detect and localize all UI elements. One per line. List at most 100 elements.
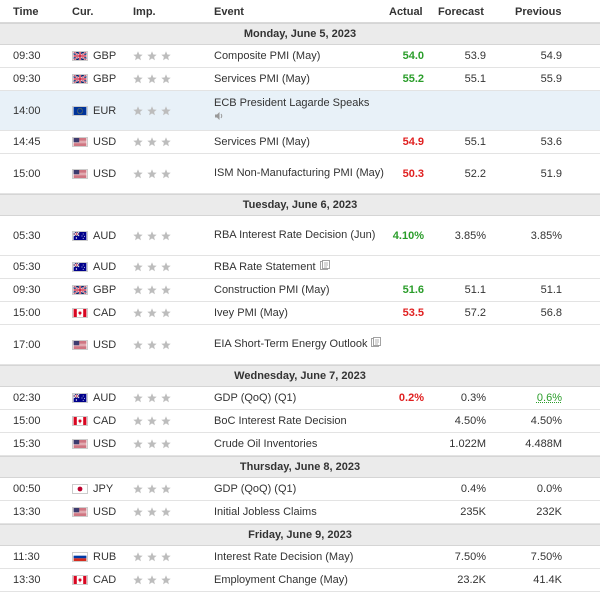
event-name[interactable]: Initial Jobless Claims [214, 501, 384, 523]
event-row[interactable]: 00:50 JPY GDP (QoQ) (Q1) 0.4% 0.0% [0, 478, 600, 501]
event-row[interactable]: 13:30 USD Initial Jobless Claims 235K 232K [0, 501, 600, 524]
document-icon[interactable] [371, 337, 382, 352]
star-icon [147, 484, 157, 494]
previous-value: 41.4K [533, 574, 562, 586]
event-name[interactable]: ECB President Lagarde Speaks [214, 91, 384, 130]
event-name-text[interactable]: Interest Rate Decision (May) [214, 550, 354, 563]
event-currency: USD [93, 338, 117, 351]
document-icon[interactable] [319, 259, 330, 275]
event-name[interactable]: BoC Interest Rate Decision [214, 410, 384, 432]
event-row[interactable]: 15:00 USD ISM Non-Manufacturing PMI (May) 5… [0, 154, 600, 194]
event-name-text[interactable]: Employment Change (May) [214, 573, 348, 586]
event-name[interactable]: GDP (QoQ) (Q1) [214, 387, 384, 409]
ca-flag-icon [72, 410, 88, 432]
event-name[interactable]: Crude Oil Inventories [214, 433, 384, 455]
event-name[interactable]: EIA Short-Term Energy Outlook [214, 325, 384, 364]
star-icon [161, 416, 171, 426]
event-name-text[interactable]: BoC Interest Rate Decision [214, 414, 347, 427]
event-time: 02:30 [13, 392, 41, 404]
event-currency: USD [93, 506, 117, 518]
event-name-text[interactable]: ECB President Lagarde Speaks [214, 96, 370, 109]
event-name[interactable]: GDP (QoQ) (Q1) [214, 478, 384, 500]
event-name[interactable]: ISM Non-Manufacturing PMI (May) [214, 154, 384, 193]
star-icon [147, 105, 157, 116]
previous-value: 56.8 [540, 307, 562, 319]
event-row[interactable]: 15:30 USD Crude Oil Inventories 1.022M 4.488… [0, 433, 600, 456]
star-icon [133, 393, 143, 403]
event-name-text[interactable]: GDP (QoQ) (Q1) [214, 482, 297, 495]
previous-value: 51.9 [540, 167, 562, 180]
event-time: 15:00 [13, 415, 41, 427]
event-row[interactable]: 13:30 CAD Employment Change (May) 23.2K 41.4… [0, 569, 600, 592]
event-name-text[interactable]: Ivey PMI (May) [214, 306, 288, 319]
event-row[interactable]: 17:00 USD EIA Short-Term Energy Outlook [0, 325, 600, 365]
event-row[interactable]: 09:30 GBP Services PMI (May) 55.2 55.1 55.9 [0, 68, 600, 91]
event-row[interactable]: 14:00 EUR ECB President Lagarde Speaks [0, 91, 600, 131]
event-name-text[interactable]: Composite PMI (May) [214, 49, 321, 62]
event-time: 09:30 [13, 73, 41, 85]
star-icon [161, 308, 171, 318]
star-icon [147, 230, 157, 241]
event-currency: AUD [93, 229, 117, 242]
event-row[interactable]: 15:00 CAD BoC Interest Rate Decision 4.50% 4… [0, 410, 600, 433]
importance-stars [133, 546, 193, 568]
star-icon [133, 137, 143, 147]
event-time: 15:00 [13, 167, 41, 180]
event-row[interactable]: 11:30 RUB Interest Rate Decision (May) 7.50… [0, 546, 600, 569]
event-row[interactable]: 09:30 GBP Composite PMI (May) 54.0 53.9 54.9 [0, 45, 600, 68]
event-time: 05:30 [13, 261, 41, 273]
importance-stars [133, 216, 193, 255]
forecast-value: 52.2 [464, 167, 486, 180]
event-name[interactable]: RBA Interest Rate Decision (Jun) [214, 216, 384, 255]
event-name[interactable]: Construction PMI (May) [214, 279, 384, 301]
star-icon [133, 262, 143, 272]
previous-value: 4.50% [530, 415, 562, 427]
star-icon [133, 230, 143, 241]
event-name-text[interactable]: EIA Short-Term Energy Outlook [214, 338, 368, 350]
actual-value [370, 256, 424, 278]
speaker-icon[interactable] [214, 111, 384, 126]
star-icon [161, 168, 171, 179]
previous-value: 55.9 [540, 73, 562, 85]
event-name-text[interactable]: Services PMI (May) [214, 135, 310, 148]
event-row[interactable]: 14:45 USD Services PMI (May) 54.9 55.1 53.6 [0, 131, 600, 154]
previous-value: 7.50% [530, 551, 562, 563]
day-header: Wednesday, June 7, 2023 [0, 365, 600, 387]
event-name-text[interactable]: Initial Jobless Claims [214, 505, 317, 518]
star-icon [133, 484, 143, 494]
event-name[interactable]: Ivey PMI (May) [214, 302, 384, 324]
event-currency: CAD [93, 307, 117, 319]
event-name[interactable]: Composite PMI (May) [214, 45, 384, 67]
event-currency: AUD [93, 392, 117, 404]
event-name[interactable]: Services PMI (May) [214, 131, 384, 153]
event-name[interactable]: Services PMI (May) [214, 68, 384, 90]
day-header: Monday, June 5, 2023 [0, 23, 600, 45]
event-name[interactable]: Employment Change (May) [214, 569, 384, 591]
event-name-text[interactable]: RBA Rate Statement [214, 260, 316, 273]
event-time: 15:30 [13, 438, 41, 450]
event-row[interactable]: 05:30 AUD RBA Rate Statement [0, 256, 600, 279]
star-icon [147, 285, 157, 295]
importance-stars [133, 256, 193, 278]
event-row[interactable]: 09:30 GBP Construction PMI (May) 51.6 51.1 51… [0, 279, 600, 302]
event-row[interactable]: 02:30 AUD GDP (QoQ) (Q1) 0.2% 0.3% 0.6% [0, 387, 600, 410]
event-row[interactable]: 05:30 AUD RBA Interest Rate Decision (Jun)… [0, 216, 600, 256]
forecast-value: 235K [460, 506, 486, 518]
star-icon [147, 339, 157, 350]
ca-flag-icon [72, 302, 88, 324]
event-name[interactable]: RBA Rate Statement [214, 256, 384, 278]
event-name-text[interactable]: RBA Interest Rate Decision (Jun) [214, 229, 376, 241]
star-icon [161, 137, 171, 147]
event-row[interactable]: 15:00 CAD Ivey PMI (May) 53.5 57.2 56.8 [0, 302, 600, 325]
previous-value: 0.6% [536, 392, 562, 404]
actual-value [370, 546, 424, 568]
event-name[interactable]: Interest Rate Decision (May) [214, 546, 384, 568]
event-name-text[interactable]: GDP (QoQ) (Q1) [214, 391, 297, 404]
event-name-text[interactable]: ISM Non-Manufacturing PMI (May) [214, 167, 384, 179]
event-name-text[interactable]: Crude Oil Inventories [214, 437, 318, 450]
event-name-text[interactable]: Services PMI (May) [214, 72, 310, 85]
star-icon [133, 51, 143, 61]
event-name-text[interactable]: Construction PMI (May) [214, 283, 330, 296]
previous-value [498, 91, 562, 130]
event-currency: CAD [93, 574, 117, 586]
